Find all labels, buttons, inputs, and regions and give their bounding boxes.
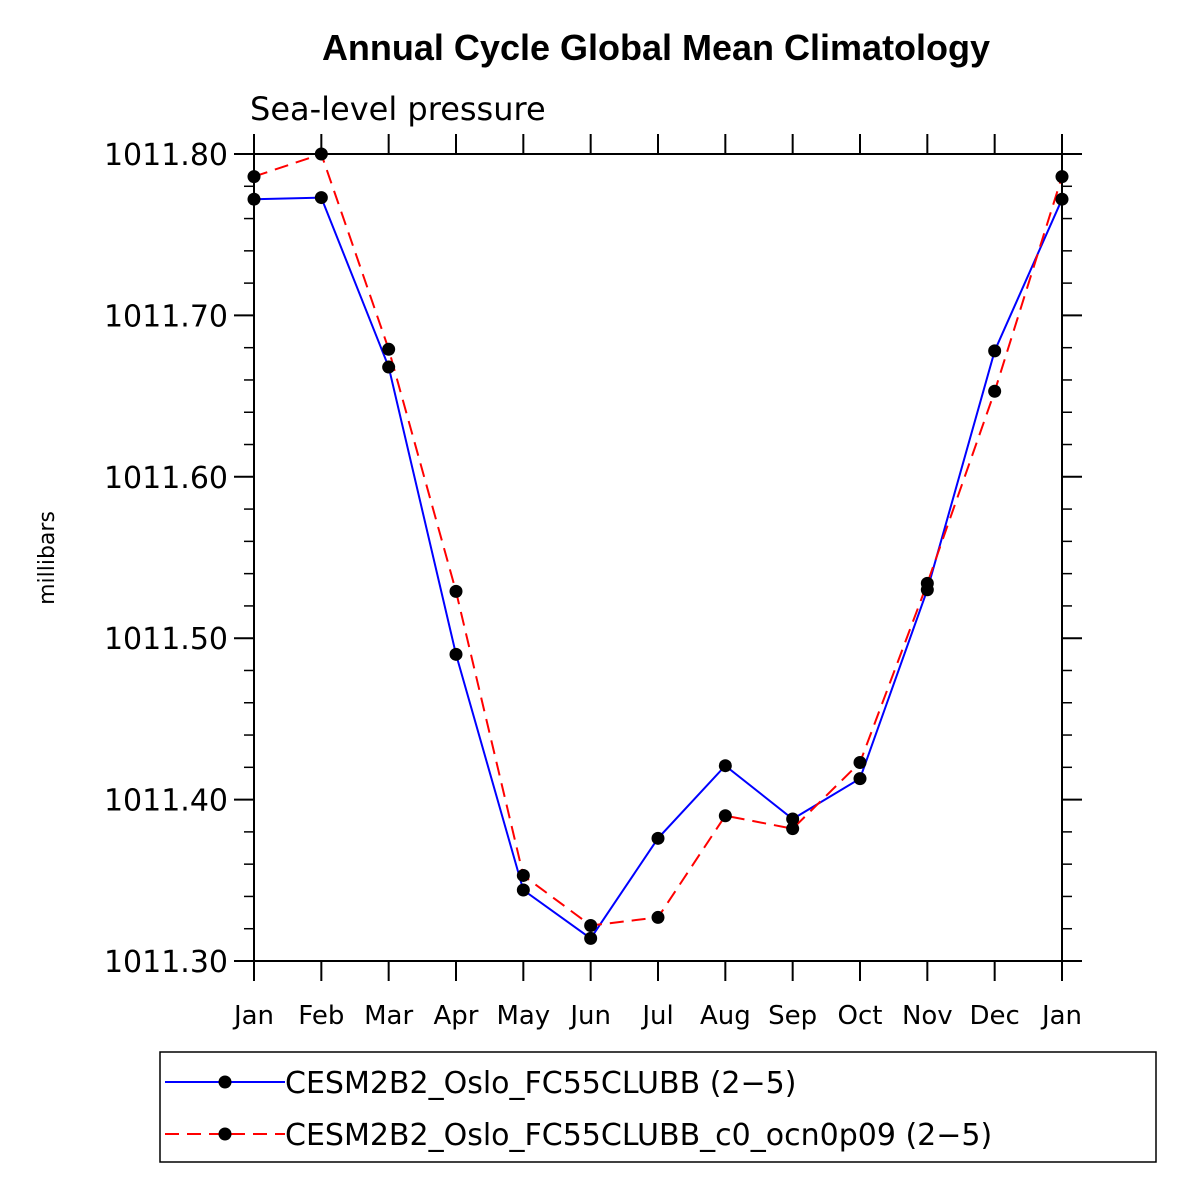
series-1-point [651, 910, 665, 924]
series-0-point [786, 812, 800, 826]
series-1-point [988, 384, 1002, 398]
series-0-point [314, 191, 328, 205]
series-0-point [988, 344, 1002, 358]
series-1-point [786, 822, 800, 836]
legend-marker-1 [218, 1127, 232, 1141]
y-tick-label: 1011.60 [104, 461, 228, 496]
series-0-point [651, 831, 665, 845]
y-tick-label: 1011.70 [104, 299, 228, 334]
series-0-point [247, 192, 261, 206]
x-tick-label: Jan [1040, 1001, 1082, 1031]
x-tick-label: Dec [970, 1001, 1020, 1031]
x-tick-label: Jun [568, 1001, 611, 1031]
x-tick-label: Aug [700, 1001, 751, 1031]
x-tick-label: Jul [640, 1001, 673, 1031]
legend-box [159, 1051, 1157, 1163]
axis-ticks [234, 134, 1082, 981]
series-layer [247, 147, 1069, 945]
series-0-point [382, 360, 396, 374]
x-tick-labels: Jan Feb Mar Apr May Jun Jul Aug Sep Oct Nov Dec Jan [232, 1001, 1082, 1031]
series-1-point [382, 342, 396, 356]
x-tick-label: Apr [434, 1001, 479, 1031]
y-tick-label: 1011.40 [104, 784, 228, 819]
y-tick-label: 1011.50 [104, 622, 228, 657]
y-tick-label: 1011.80 [104, 138, 228, 173]
series-1-point [516, 868, 530, 882]
series-1-point [853, 755, 867, 769]
series-1-point [449, 584, 463, 598]
series-0-point [516, 883, 530, 897]
series-1-point [1055, 170, 1069, 184]
x-tick-label: Mar [364, 1001, 413, 1031]
series-1-point [314, 147, 328, 161]
series-0-point [1055, 192, 1069, 206]
x-tick-label: Sep [768, 1001, 817, 1031]
plot-frame [253, 153, 1063, 962]
chart-subtitle: Sea-level pressure [250, 90, 546, 128]
chart-title: Annual Cycle Global Mean Climatology [322, 27, 990, 68]
series-line-0 [253, 196, 1063, 940]
series-0-point [584, 931, 598, 945]
series-1-point [247, 170, 261, 184]
series-0-point [718, 759, 732, 773]
legend-marker-0 [218, 1075, 232, 1089]
legend: CESM2B2_Oslo_FC55CLUBB (2−5) CESM2B2_Osl… [159, 1051, 1157, 1163]
legend-label-1: CESM2B2_Oslo_FC55CLUBB_c0_ocn0p09 (2−5) [285, 1118, 992, 1153]
x-tick-label: May [496, 1001, 550, 1031]
series-1-point [584, 918, 598, 932]
x-tick-label: Jan [232, 1001, 274, 1031]
y-axis-label: millibars [35, 511, 60, 605]
y-tick-label: 1011.30 [104, 945, 228, 980]
series-0-point [449, 647, 463, 661]
series-1-point [718, 809, 732, 823]
y-tick-labels: 1011.30 1011.40 1011.50 1011.60 1011.70 1011.… [104, 138, 228, 980]
x-tick-label: Nov [902, 1001, 953, 1031]
legend-label-0: CESM2B2_Oslo_FC55CLUBB (2−5) [285, 1066, 796, 1101]
x-tick-label: Oct [838, 1001, 883, 1031]
series-0-point [853, 772, 867, 786]
series-1-point [920, 576, 934, 590]
x-tick-label: Feb [298, 1001, 344, 1031]
